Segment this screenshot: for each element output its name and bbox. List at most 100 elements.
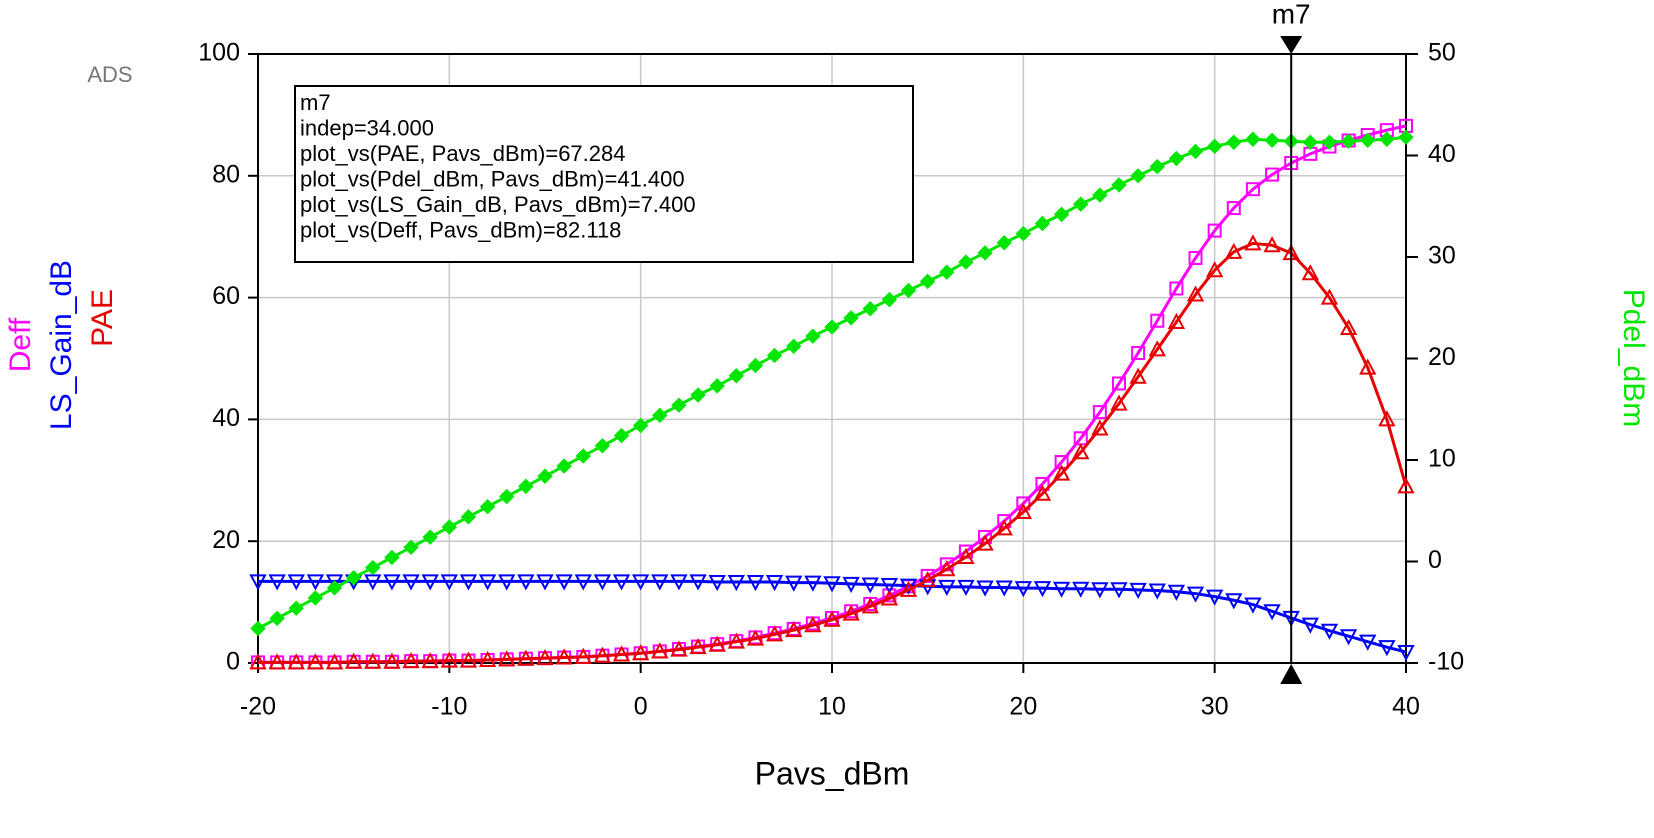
data-point [1016,496,1031,511]
data-point [1072,581,1090,598]
data-point [804,616,822,633]
data-point [537,468,553,484]
data-point [594,438,611,454]
marker-symbol [1280,664,1303,684]
data-point [1149,158,1165,175]
readout-line: plot_vs(Deff, Pavs_dBm)=82.118 [300,218,621,243]
data-point [555,574,573,591]
data-point [556,458,572,474]
data-point [690,387,706,403]
data-point [765,575,784,592]
series-line [258,241,1408,664]
data-point [612,645,631,662]
data-point [325,653,344,670]
data-point [421,652,439,669]
data-point [899,580,918,597]
data-point [1130,168,1146,184]
data-point [288,600,304,616]
data-point [689,574,707,591]
data-point [958,254,974,270]
data-point [1148,583,1166,600]
data-point [1092,187,1108,203]
data-point [440,574,459,591]
data-point [307,590,324,606]
data-point [995,580,1013,597]
data-point [805,328,821,344]
data-point [1378,410,1396,427]
series-line [258,579,1407,654]
data-point [325,574,344,591]
data-point [306,653,325,670]
data-point [1072,443,1090,460]
data-point [249,574,267,591]
data-point [1378,640,1396,657]
data-point [1225,593,1243,610]
data-point [1360,132,1376,148]
data-point [421,574,439,591]
data-point [1226,134,1242,151]
data-point [746,575,765,592]
data-point [995,519,1013,536]
data-point [1110,394,1128,411]
readout-line: plot_vs(LS_Gain_dB, Pavs_dBm)=7.400 [300,192,696,217]
data-point [1187,143,1204,160]
data-point [727,575,746,592]
data-point [1206,138,1223,155]
data-point [1035,476,1050,491]
data-point [881,291,898,308]
data-point [593,574,612,591]
x-tick-label: 40 [1392,693,1420,721]
plot-frame [257,53,1407,664]
data-point [899,578,918,595]
data-point [862,301,878,317]
data-point [459,651,478,668]
data-point [517,649,535,666]
y-tick-label: 20 [212,526,240,554]
data-point [1320,623,1339,640]
data-point [1167,584,1186,601]
data-point [517,574,535,591]
data-point [1188,251,1203,266]
data-point [957,547,975,565]
data-point [498,650,516,667]
data-point [1169,281,1184,296]
x-axis-label: Pavs_dBm [755,755,910,791]
data-point [287,574,305,591]
data-point [843,310,859,326]
data-point [1150,313,1165,328]
data-point [976,580,994,597]
data-point [766,347,783,364]
data-point [574,647,592,664]
y2-tick-label: 30 [1428,242,1456,270]
data-point [1339,318,1358,336]
data-point [1129,367,1147,384]
data-point [957,579,975,596]
y2-tick-label: -10 [1428,648,1464,676]
data-point [842,576,860,593]
data-point [1265,167,1280,182]
data-point [1263,604,1281,621]
x-tick-label: 0 [634,693,648,721]
data-point [1398,129,1414,145]
data-point [345,570,362,586]
data-point [1397,477,1415,494]
data-point [1168,150,1185,167]
data-point [460,509,477,525]
data-point [403,539,419,555]
y-tick-label: 0 [226,648,240,676]
data-point [919,273,936,290]
data-point [708,575,726,592]
y-tick-label: 40 [212,404,240,432]
data-point [1052,464,1071,481]
y2-tick-label: 50 [1428,39,1456,67]
y-axis-label: PAE [86,289,119,347]
data-point [1264,132,1280,148]
y2-tick-label: 10 [1428,445,1456,473]
readout-line: indep=34.000 [300,116,434,141]
y2-axis-label: Pdel_dBm [1617,289,1650,427]
y2-tick-label: 20 [1428,343,1456,371]
data-point [1131,346,1146,361]
data-point [1320,288,1339,305]
data-point [1186,586,1205,603]
